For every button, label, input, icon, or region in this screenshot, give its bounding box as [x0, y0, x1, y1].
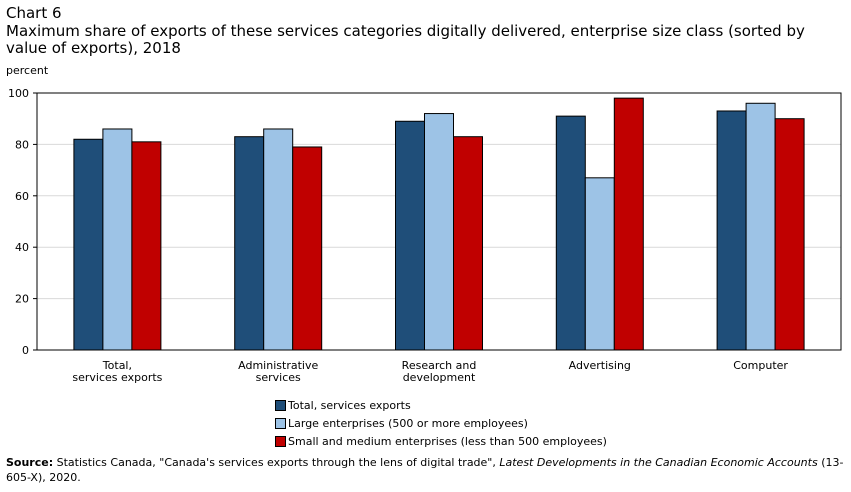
x-category-label: Administrative: [238, 359, 318, 372]
bar: [292, 146, 323, 351]
bar-chart: 0 20 40 60 80 100 Total,services exports Admini…: [8, 87, 842, 384]
bar: [234, 136, 265, 351]
bar: [73, 138, 104, 351]
legend-item: Total, services exports: [275, 396, 607, 414]
source-label: Source:: [6, 456, 54, 469]
bar: [774, 118, 805, 351]
legend-swatch: [275, 435, 286, 447]
y-tick-label: 40: [15, 241, 29, 254]
legend-swatch: [275, 417, 286, 429]
bar: [716, 110, 747, 351]
source-catalogue: (13-605-X), 2020.: [6, 456, 844, 484]
legend-item: Small and medium enterprises (less than …: [275, 432, 607, 450]
x-category-label: Total,: [102, 359, 132, 372]
y-tick-label: 0: [22, 344, 29, 357]
bar: [555, 115, 586, 351]
source-text: Statistics Canada, "Canada's services ex…: [56, 456, 496, 469]
bar: [395, 120, 425, 351]
bar: [613, 97, 644, 351]
y-tick-label: 100: [8, 87, 29, 100]
x-category-label: Research and: [402, 359, 477, 372]
bar: [102, 128, 133, 351]
legend-label: Small and medium enterprises (less than …: [288, 434, 607, 448]
x-category-label: development: [403, 371, 476, 384]
source-publication: Latest Developments in the Canadian Econ…: [499, 456, 818, 469]
bar: [131, 141, 162, 351]
chart-legend: Total, services exports Large enterprises…: [275, 396, 607, 450]
y-tick-label: 60: [15, 190, 29, 203]
y-axis-unit-label: percent: [6, 64, 49, 77]
bar: [263, 128, 294, 351]
bar: [584, 177, 615, 351]
bar: [745, 102, 776, 351]
legend-item: Large enterprises (500 or more employees…: [275, 414, 607, 432]
x-category-label: Advertising: [569, 359, 631, 372]
legend-label: Total, services exports: [288, 398, 411, 412]
bar: [424, 113, 454, 351]
x-category-label: services exports: [72, 371, 162, 384]
chart-number: Chart 6: [6, 4, 62, 22]
legend-label: Large enterprises (500 or more employees…: [288, 416, 528, 430]
y-tick-label: 20: [15, 293, 29, 306]
x-category-label: Computer: [733, 359, 788, 372]
y-tick-label: 80: [15, 138, 29, 151]
chart-title: Maximum share of exports of these servic…: [6, 22, 805, 57]
legend-swatch: [275, 399, 286, 411]
x-category-label: services: [256, 371, 301, 384]
bar: [453, 136, 483, 351]
source-note: Source: Statistics Canada, "Canada's ser…: [6, 455, 846, 485]
